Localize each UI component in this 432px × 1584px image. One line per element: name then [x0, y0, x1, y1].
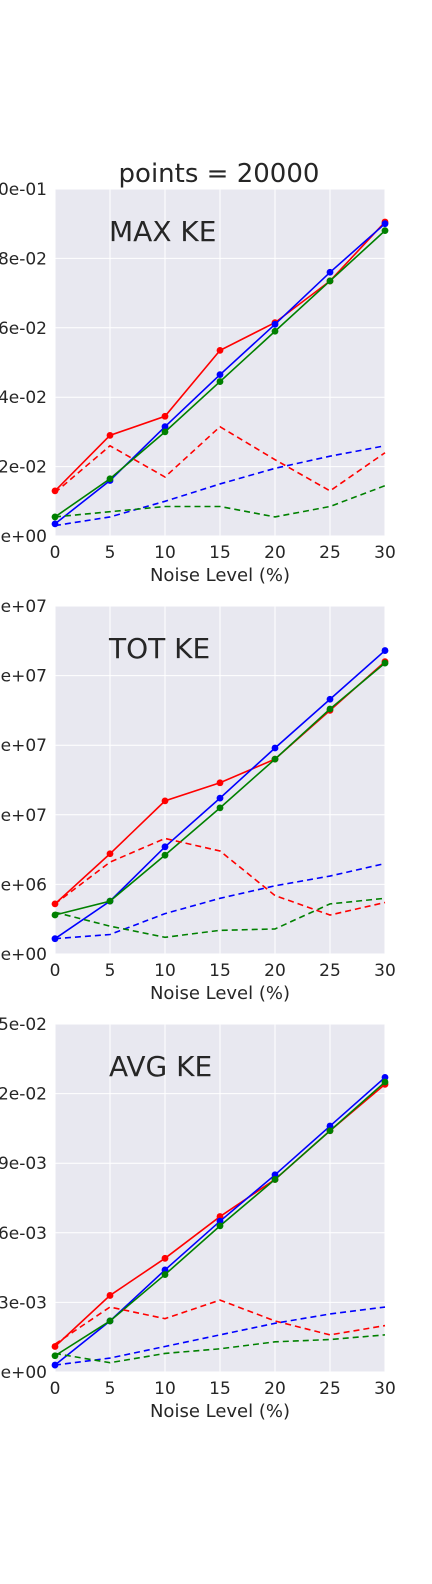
data-point-blue [381, 647, 389, 654]
data-point-blue [216, 371, 224, 379]
data-point-blue [51, 520, 59, 528]
data-point-green [106, 475, 114, 483]
data-point-red [51, 1343, 59, 1350]
x-tick-label: 5 [105, 543, 116, 563]
data-point-red [161, 1254, 169, 1262]
series-line-green-dashed [54, 1334, 386, 1364]
series-line-blue-dashed [54, 444, 386, 527]
data-point-green [271, 755, 279, 763]
x-tick-label: 30 [374, 543, 396, 563]
x-tick-label: 10 [154, 1379, 176, 1399]
series-line-blue-dashed [54, 862, 386, 940]
data-point-blue [326, 695, 334, 703]
y-tick-label: 0e+00 [0, 527, 47, 547]
x-tick-label: 20 [264, 1379, 286, 1399]
data-point-green [381, 227, 389, 235]
x-tick-label: 0 [50, 961, 61, 981]
series-line-green-dashed [54, 897, 386, 939]
panel-title: TOT KE [108, 632, 210, 665]
x-tick-label: 15 [209, 543, 231, 563]
data-point-red [216, 346, 224, 354]
panel-title: MAX KE [109, 215, 216, 248]
y-tick-label: 1.0e-01 [0, 180, 47, 200]
chart-panel-3: 0 5 10 15 20 25 30 0e+00 3e-03 6e-03 9e-03 1.2e-02 1… [0, 1015, 396, 1422]
data-point-green [161, 428, 169, 436]
series-line-red-dashed [54, 837, 386, 916]
data-point-red [161, 797, 169, 805]
x-axis-label: Noise Level (%) [150, 983, 290, 1004]
data-point-green [271, 1176, 279, 1183]
series-line-red-dashed [54, 425, 386, 494]
x-tick-label: 15 [209, 1379, 231, 1399]
data-point-green [161, 1271, 169, 1278]
y-tick-label: 5e+06 [0, 875, 47, 895]
series-line-red-dashed [54, 1299, 386, 1345]
y-tick-label: 6e-03 [0, 1224, 47, 1244]
x-axis-label: Noise Level (%) [150, 565, 290, 586]
data-point-red [51, 487, 59, 495]
y-tick-label: 1.5e+07 [0, 736, 47, 756]
data-point-green [216, 1222, 224, 1230]
y-tick-label: 1e+07 [0, 806, 47, 826]
x-tick-label: 5 [105, 961, 116, 981]
data-point-green [381, 659, 389, 667]
data-point-green [326, 277, 334, 285]
y-tick-label: 0e+00 [0, 945, 47, 965]
chart-panel-2: 0 5 10 15 20 25 30 0e+00 5e+06 1e+07 1.5e+07 2e+07 2… [0, 597, 396, 1004]
x-tick-label: 25 [319, 1379, 341, 1399]
x-tick-label: 5 [105, 1379, 116, 1399]
x-tick-label: 25 [319, 961, 341, 981]
x-tick-label: 10 [154, 961, 176, 981]
y-tick-label: 0e+00 [0, 1363, 47, 1383]
data-point-green [326, 705, 334, 713]
data-point-green [271, 327, 279, 335]
data-point-red [106, 850, 114, 858]
series-line-blue-dashed [54, 1306, 386, 1366]
data-point-green [381, 1078, 389, 1086]
y-tick-label: 1.2e-02 [0, 1085, 47, 1105]
data-point-green [216, 378, 224, 385]
x-tick-label: 0 [50, 1379, 61, 1399]
y-tick-label: 4e-02 [0, 388, 47, 408]
x-tick-label: 15 [209, 961, 231, 981]
x-tick-label: 0 [50, 543, 61, 563]
x-tick-label: 30 [374, 1379, 396, 1399]
chart-panel-1: 0 5 10 15 20 25 30 0e+00 2e-02 4e-02 6e-02 8e-02 1.0… [0, 180, 396, 586]
y-tick-label: 2.5e+07 [0, 597, 47, 617]
panel-title: AVG KE [109, 1050, 212, 1083]
y-tick-label: 2e+07 [0, 667, 47, 687]
data-point-red [216, 779, 224, 787]
data-point-blue [381, 220, 389, 228]
data-point-green [161, 851, 169, 859]
data-point-red [161, 412, 169, 420]
data-point-green [106, 1317, 114, 1325]
data-point-red [106, 431, 114, 439]
data-point-green [216, 804, 224, 812]
y-tick-label: 3e-03 [0, 1293, 47, 1313]
x-tick-label: 20 [264, 961, 286, 981]
y-tick-label: 8e-02 [0, 249, 47, 269]
figure-title: points = 20000 [119, 159, 320, 189]
data-point-blue [326, 268, 334, 276]
y-tick-label: 6e-02 [0, 319, 47, 339]
data-point-blue [161, 843, 169, 851]
x-tick-label: 30 [374, 961, 396, 981]
data-point-blue [271, 744, 279, 752]
y-tick-label: 9e-03 [0, 1154, 47, 1174]
x-tick-label: 20 [264, 543, 286, 563]
y-tick-label: 2e-02 [0, 458, 47, 478]
data-point-red [106, 1292, 114, 1299]
data-point-blue [216, 794, 224, 802]
data-point-green [326, 1127, 334, 1135]
data-point-blue [161, 423, 169, 431]
series-line-green-dashed [54, 484, 386, 518]
x-axis-label: Noise Level (%) [150, 1401, 290, 1422]
data-point-blue [271, 320, 279, 328]
data-point-green [106, 897, 114, 905]
x-tick-label: 10 [154, 543, 176, 563]
x-tick-label: 25 [319, 543, 341, 563]
y-tick-label: 1.5e-02 [0, 1015, 47, 1035]
